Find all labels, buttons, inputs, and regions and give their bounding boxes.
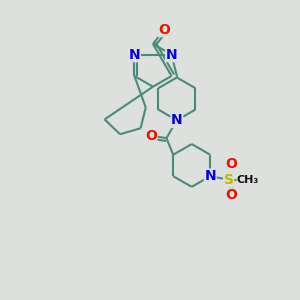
Text: CH₃: CH₃	[237, 175, 259, 185]
Text: N: N	[166, 48, 177, 62]
Text: S: S	[224, 173, 234, 187]
Text: N: N	[171, 113, 183, 127]
Text: O: O	[145, 129, 157, 143]
Text: O: O	[225, 188, 237, 202]
Text: N: N	[204, 169, 216, 183]
Text: O: O	[158, 22, 170, 37]
Text: N: N	[129, 48, 140, 62]
Text: O: O	[225, 157, 237, 171]
